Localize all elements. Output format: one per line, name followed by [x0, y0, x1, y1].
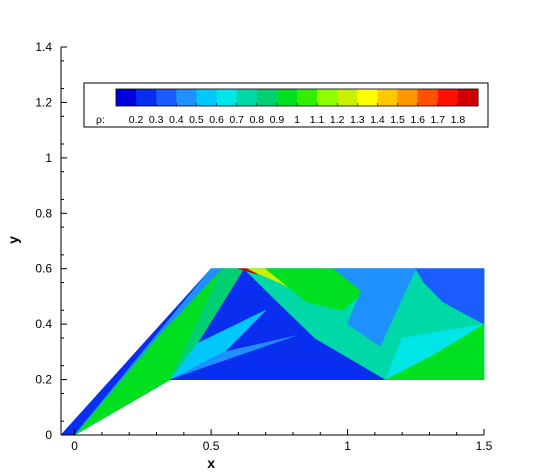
legend-level-label: 1.7 — [430, 114, 445, 126]
y-tick-label: 0.4 — [35, 317, 52, 331]
legend-swatch — [236, 89, 258, 106]
legend-swatch — [317, 89, 338, 106]
contour-regions — [60, 268, 485, 436]
x-tick-label: 0 — [71, 439, 78, 453]
y-tick-label: 0.8 — [35, 206, 52, 220]
x-axis-ticks: 0 0.5 1 1.5 — [71, 429, 493, 453]
x-axis-title: x — [207, 455, 215, 471]
x-tick-label: 1 — [344, 439, 351, 453]
x-tick-label: 0.5 — [203, 439, 220, 453]
y-tick-label: 1.4 — [35, 40, 52, 54]
legend-swatch — [377, 89, 398, 106]
contour-region-14 — [238, 268, 258, 275]
axes — [60, 47, 484, 436]
legend-swatch — [276, 89, 298, 106]
legend-variable-label: ρ: — [96, 114, 105, 126]
legend-level-label: 0.6 — [209, 114, 224, 126]
legend-swatch — [357, 89, 378, 106]
legend-level-label: 0.9 — [270, 114, 285, 126]
y-tick-label: 1.2 — [35, 95, 52, 109]
legend-swatch — [216, 89, 238, 106]
legend-swatch — [176, 89, 197, 106]
legend-swatch — [297, 89, 318, 106]
legend-level-label: 0.7 — [229, 114, 244, 126]
contour-region-13 — [385, 323, 485, 380]
legend-level-label: 1.4 — [370, 114, 385, 126]
legend-swatch — [397, 89, 419, 106]
y-axis-title: y — [5, 236, 21, 244]
legend-swatch — [256, 89, 278, 106]
legend-level-label: 1 — [294, 114, 300, 126]
legend-level-label: 1.8 — [451, 114, 466, 126]
y-tick-label: 0 — [45, 428, 52, 442]
y-axis-ticks: 0 0.2 0.4 0.6 0.8 1 1.2 1.4 — [35, 40, 67, 442]
y-tick-label: 0.2 — [35, 373, 52, 387]
x-tick-label: 1.5 — [476, 439, 493, 453]
legend-level-label: 1.5 — [390, 114, 405, 126]
legend-level-label: 1.1 — [310, 114, 325, 126]
legend-level-label: 1.2 — [330, 114, 345, 126]
legend-level-label: 1.6 — [410, 114, 425, 126]
legend-level-label: 1.3 — [350, 114, 365, 126]
legend-swatch — [136, 89, 157, 106]
color-legend: ρ: 0.2 0.3 0.4 0.5 0.6 0.7 0.8 0.9 1 1.1 1.2 1.3 1.4… — [83, 82, 489, 128]
legend-swatch — [337, 89, 358, 106]
legend-swatch — [156, 89, 177, 106]
legend-swatch — [437, 89, 459, 106]
legend-level-label: 0.3 — [149, 114, 164, 126]
y-tick-label: 1 — [45, 151, 52, 165]
legend-level-label: 0.4 — [169, 114, 184, 126]
legend-level-label: 0.5 — [189, 114, 204, 126]
legend-level-label: 0.8 — [249, 114, 264, 126]
legend-swatch — [196, 89, 217, 106]
legend-swatch — [457, 89, 479, 106]
y-tick-label: 0.6 — [35, 262, 52, 276]
contour-region-11 — [415, 268, 485, 325]
legend-level-label: 0.2 — [129, 114, 144, 126]
legend-swatch — [417, 89, 439, 106]
legend-swatch — [116, 89, 137, 106]
